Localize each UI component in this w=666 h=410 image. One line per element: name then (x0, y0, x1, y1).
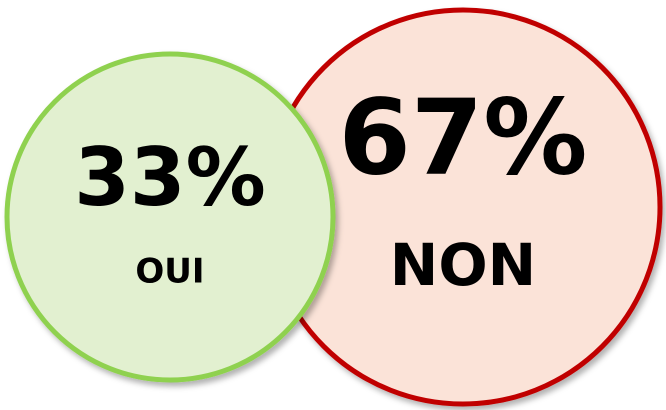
value-label: 67% (339, 76, 588, 198)
bubble (4, 51, 336, 383)
bubbles: 67% NON 33% OUI (4, 7, 663, 407)
value-label: 33% (74, 131, 265, 224)
category-label: OUI (135, 252, 204, 292)
category-label: NON (390, 231, 536, 299)
